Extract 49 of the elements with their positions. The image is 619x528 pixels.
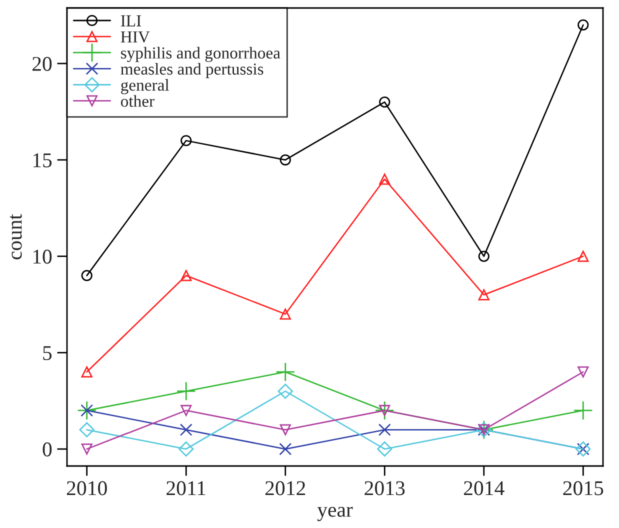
point [378,424,391,436]
x-axis-title: year [317,506,353,522]
x-tick-label: 2015 [563,481,604,496]
point [178,441,194,457]
point [578,250,589,262]
x-tick-label: 2010 [66,481,107,496]
point [478,250,490,262]
legend-label: other [120,95,154,107]
x-tick-label: 2014 [464,481,504,496]
legend-label: HIV [120,31,150,43]
point [79,422,94,438]
point [478,289,490,300]
point [81,443,92,455]
point [180,135,192,146]
y-tick-label: 10 [33,250,52,264]
y-axis-title: count [10,214,22,260]
x-tick-label: 2012 [265,481,306,496]
point [377,441,392,457]
legend-label: ILI [120,15,142,26]
point [573,400,593,420]
point [280,424,291,436]
point [379,404,390,416]
point [379,96,390,108]
point [180,270,192,282]
point [578,19,589,31]
y-tick-label: 20 [32,56,52,71]
point [276,362,296,382]
point [280,308,291,320]
point [278,384,293,399]
point [379,174,390,185]
point [81,366,92,378]
point [180,424,192,436]
point [280,154,291,166]
point [77,400,97,420]
legend-label: general [121,79,170,94]
point [80,404,94,417]
x-tick-label: 2013 [364,481,405,496]
point [81,270,92,282]
point [374,400,394,420]
legend-label: measles and pertussis [120,62,264,78]
x-tick-label: 2011 [166,481,206,496]
y-tick-label: 15 [33,153,52,168]
point [180,404,192,416]
legend-label: syphilis and gonorrhoea [121,46,280,62]
point [578,366,589,378]
point [176,381,196,401]
point [279,442,292,456]
y-tick-label: 0 [42,442,52,456]
y-tick-label: 5 [43,346,52,360]
